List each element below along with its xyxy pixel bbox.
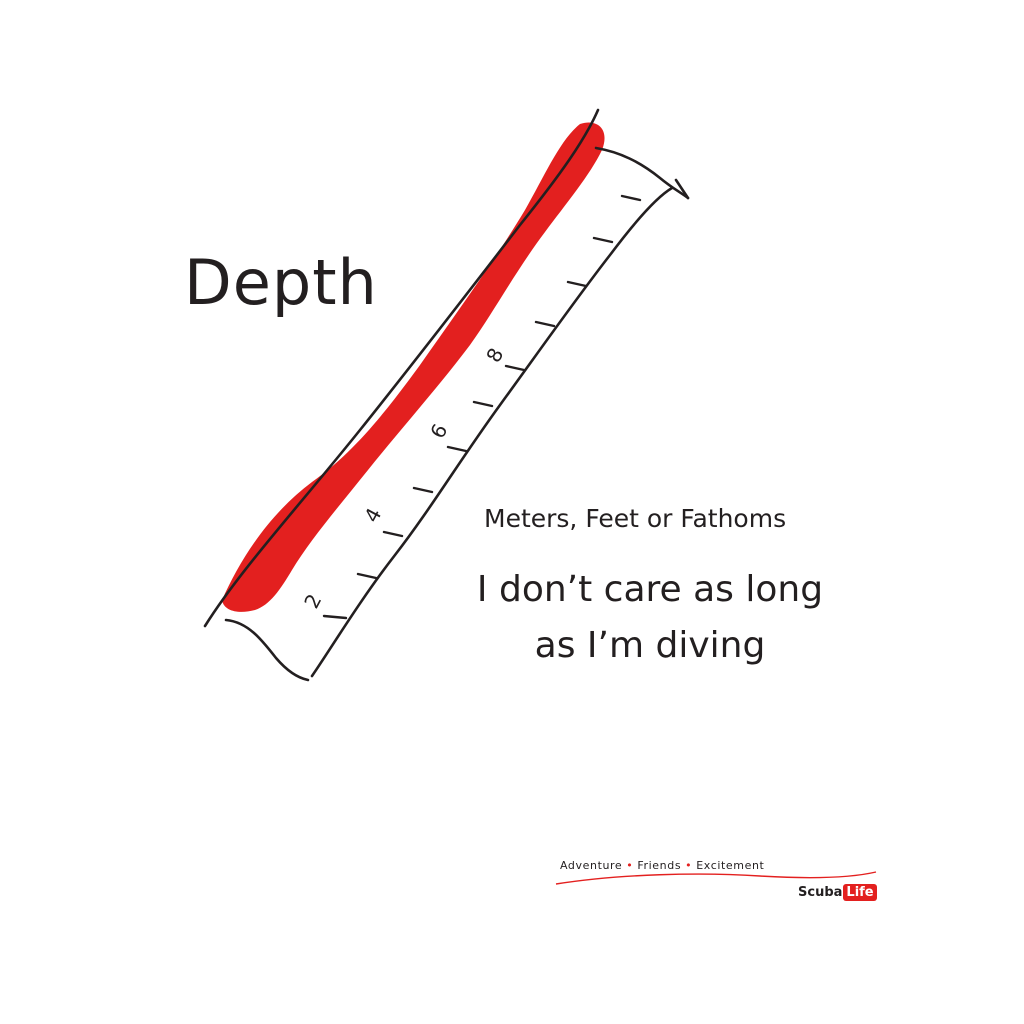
quote-line-1: I don’t care as long (476, 569, 824, 610)
quote: I don’t care as long as I’m diving (440, 562, 860, 674)
bullet-dot-icon: • (626, 859, 634, 872)
brand-logo-life: Life (843, 884, 877, 901)
red-brush-stroke (222, 122, 605, 612)
brand-logo-scuba: Scuba (798, 885, 843, 900)
ruler-tick-label-2: 2 (299, 590, 326, 613)
tagline-item-adventure: Adventure (560, 859, 623, 872)
footer-swoosh-line (555, 871, 877, 885)
subtitle: Meters, Feet or Fathoms (484, 504, 787, 533)
ruler-tick-label-8: 8 (481, 344, 508, 367)
tagline-item-excitement: Excitement (696, 859, 765, 872)
tagline: Adventure • Friends • Excitement (560, 859, 764, 872)
ruler-tick-label-4: 4 (359, 504, 386, 527)
tagline-item-friends: Friends (637, 859, 682, 872)
ruler-tick-label-6: 6 (425, 420, 452, 443)
bullet-dot-icon: • (685, 859, 693, 872)
ruler-outline (203, 108, 690, 682)
ruler-ticks (322, 194, 642, 620)
quote-line-2: as I’m diving (534, 625, 766, 666)
brand-logo: Scuba Life (798, 884, 877, 901)
page-title: Depth (184, 246, 378, 319)
